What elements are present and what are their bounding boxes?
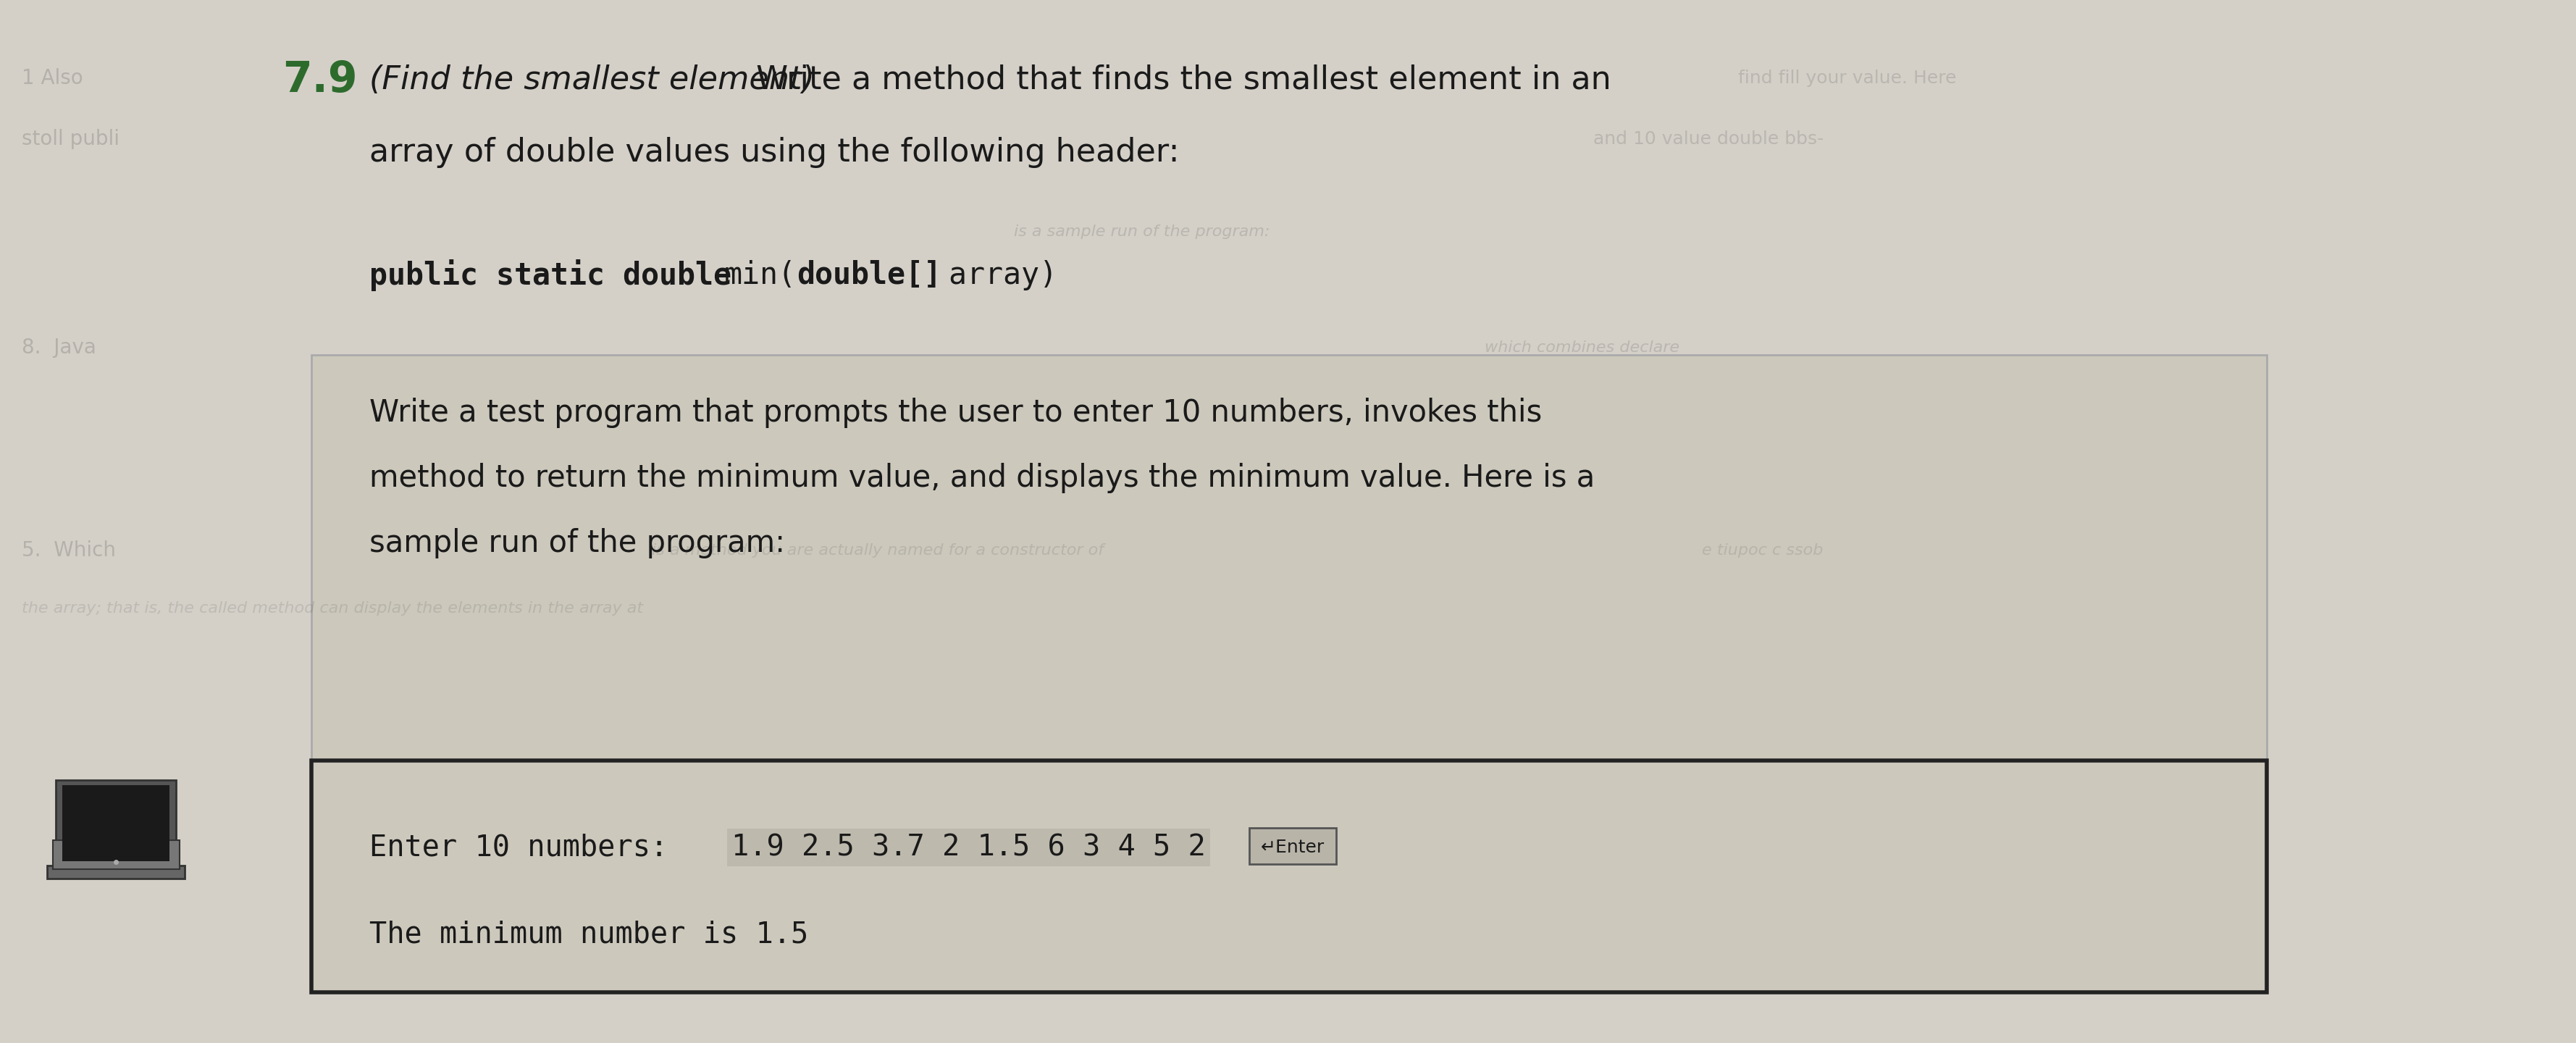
Text: array): array) [930, 260, 1056, 290]
Text: Enter 10 numbers:: Enter 10 numbers: [368, 833, 685, 862]
Text: e tiupoc c ssob: e tiupoc c ssob [1703, 543, 1824, 558]
Text: 5.  Which: 5. Which [21, 540, 116, 561]
Text: double[]: double[] [796, 260, 940, 290]
FancyBboxPatch shape [54, 841, 180, 869]
Text: the array; that is, the called method can display the elements in the array at: the array; that is, the called method ca… [21, 601, 644, 615]
Text: method to return the minimum value, and displays the minimum value. Here is a: method to return the minimum value, and … [368, 463, 1595, 493]
Text: Write a test program that prompts the user to enter 10 numbers, invokes this: Write a test program that prompts the us… [368, 397, 1543, 428]
Text: array of double values using the following header:: array of double values using the followi… [368, 137, 1180, 168]
FancyBboxPatch shape [312, 760, 2267, 992]
Text: 8.  Java: 8. Java [21, 338, 95, 358]
Text: find fill your value. Here: find fill your value. Here [1739, 70, 1955, 87]
Text: is a sample run of the program:: is a sample run of the program: [1015, 224, 1270, 239]
FancyBboxPatch shape [1249, 828, 1337, 864]
Text: ↵Enter: ↵Enter [1260, 839, 1324, 856]
Text: e bipoc, .13: e bipoc, .13 [1811, 913, 1906, 927]
Text: is a method you are actually named for a constructor of: is a method you are actually named for a… [652, 543, 1103, 558]
FancyBboxPatch shape [46, 866, 185, 878]
FancyBboxPatch shape [57, 780, 175, 871]
Text: (Find the smallest element): (Find the smallest element) [368, 64, 814, 95]
Text: which combines declare: which combines declare [1484, 340, 1680, 355]
Text: e zipoc .13: e zipoc .13 [1824, 971, 1914, 985]
Text: and 10 value double bbs-: and 10 value double bbs- [1592, 130, 1824, 148]
Text: Write a method that finds the smallest element in an: Write a method that finds the smallest e… [747, 64, 1610, 95]
Text: 1.9 2.5 3.7 2 1.5 6 3 4 5 2: 1.9 2.5 3.7 2 1.5 6 3 4 5 2 [732, 833, 1206, 862]
Text: 7.9: 7.9 [283, 59, 358, 100]
Text: min(: min( [724, 260, 796, 290]
Text: sample run of the program:: sample run of the program: [368, 528, 786, 558]
Text: The minimum number is 1.5: The minimum number is 1.5 [368, 920, 809, 949]
Text: 1 Also: 1 Also [21, 68, 82, 89]
FancyBboxPatch shape [312, 355, 2267, 760]
FancyBboxPatch shape [62, 785, 170, 862]
Text: stoll publi: stoll publi [21, 129, 118, 149]
Text: public static double: public static double [368, 260, 750, 291]
